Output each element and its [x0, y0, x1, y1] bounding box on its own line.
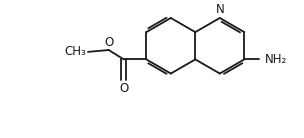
Text: NH₂: NH₂	[265, 53, 287, 66]
Text: O: O	[104, 36, 113, 49]
Text: CH₃: CH₃	[64, 45, 86, 58]
Text: O: O	[119, 82, 128, 95]
Text: N: N	[216, 3, 224, 16]
